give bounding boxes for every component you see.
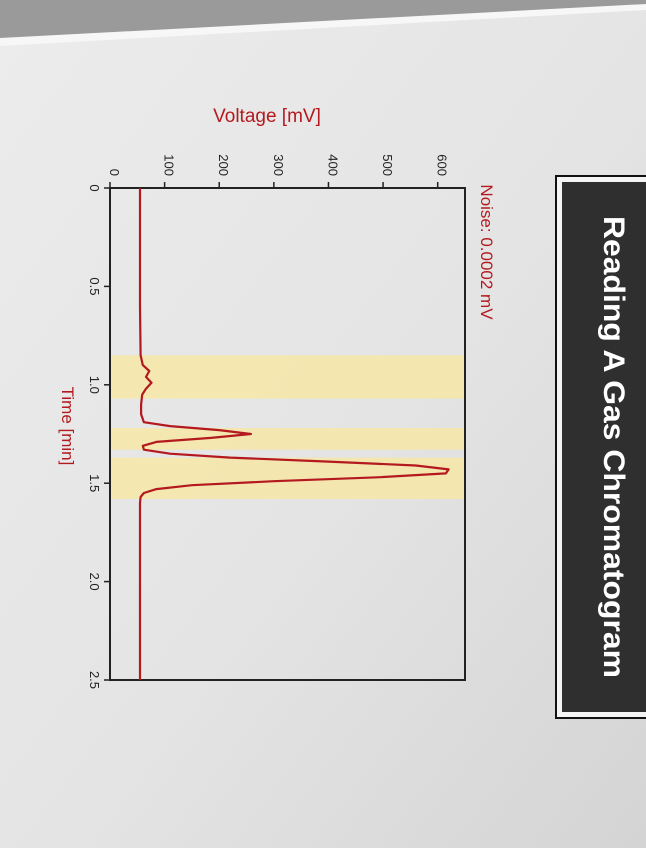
y-axis-ticks: 0 100 200 300 400 500 600 <box>107 154 450 188</box>
x-tick-label: 0 <box>87 184 102 191</box>
y-tick-label: 200 <box>216 154 231 176</box>
highlight-band-1 <box>110 355 465 399</box>
banner-title: Reading A Gas Chromatogram <box>597 216 630 678</box>
y-tick-label: 0 <box>107 169 122 176</box>
x-axis-ticks: 0 0.5 1.0 1.5 2.0 2.5 <box>87 184 110 689</box>
x-tick-label: 1.5 <box>87 474 102 492</box>
x-tick-label: 0.5 <box>87 277 102 295</box>
highlight-band-3 <box>110 457 465 499</box>
banner-panel <box>562 182 646 712</box>
plot-frame <box>109 187 466 681</box>
x-axis-label: Time [min] <box>58 387 77 466</box>
y-axis-label: Voltage [mV] <box>213 106 321 127</box>
y-tick-label: 100 <box>162 154 177 176</box>
y-tick-label: 500 <box>380 154 395 176</box>
highlight-band-2 <box>110 428 465 450</box>
x-tick-label: 1.0 <box>87 376 102 394</box>
highlight-bands <box>110 355 465 499</box>
title-banner: Reading A Gas Chromatogram <box>555 175 646 719</box>
x-tick-label: 2.0 <box>87 573 102 591</box>
plot-border <box>109 187 466 681</box>
y-tick-label: 300 <box>271 154 286 176</box>
y-tick-label: 400 <box>325 154 340 176</box>
noise-annotation: Noise: 0.0002 mV <box>477 184 496 320</box>
x-tick-label: 2.5 <box>87 671 102 689</box>
chromatogram-trace <box>138 188 450 680</box>
board-top-highlight <box>0 4 646 46</box>
y-tick-label: 600 <box>435 154 450 176</box>
